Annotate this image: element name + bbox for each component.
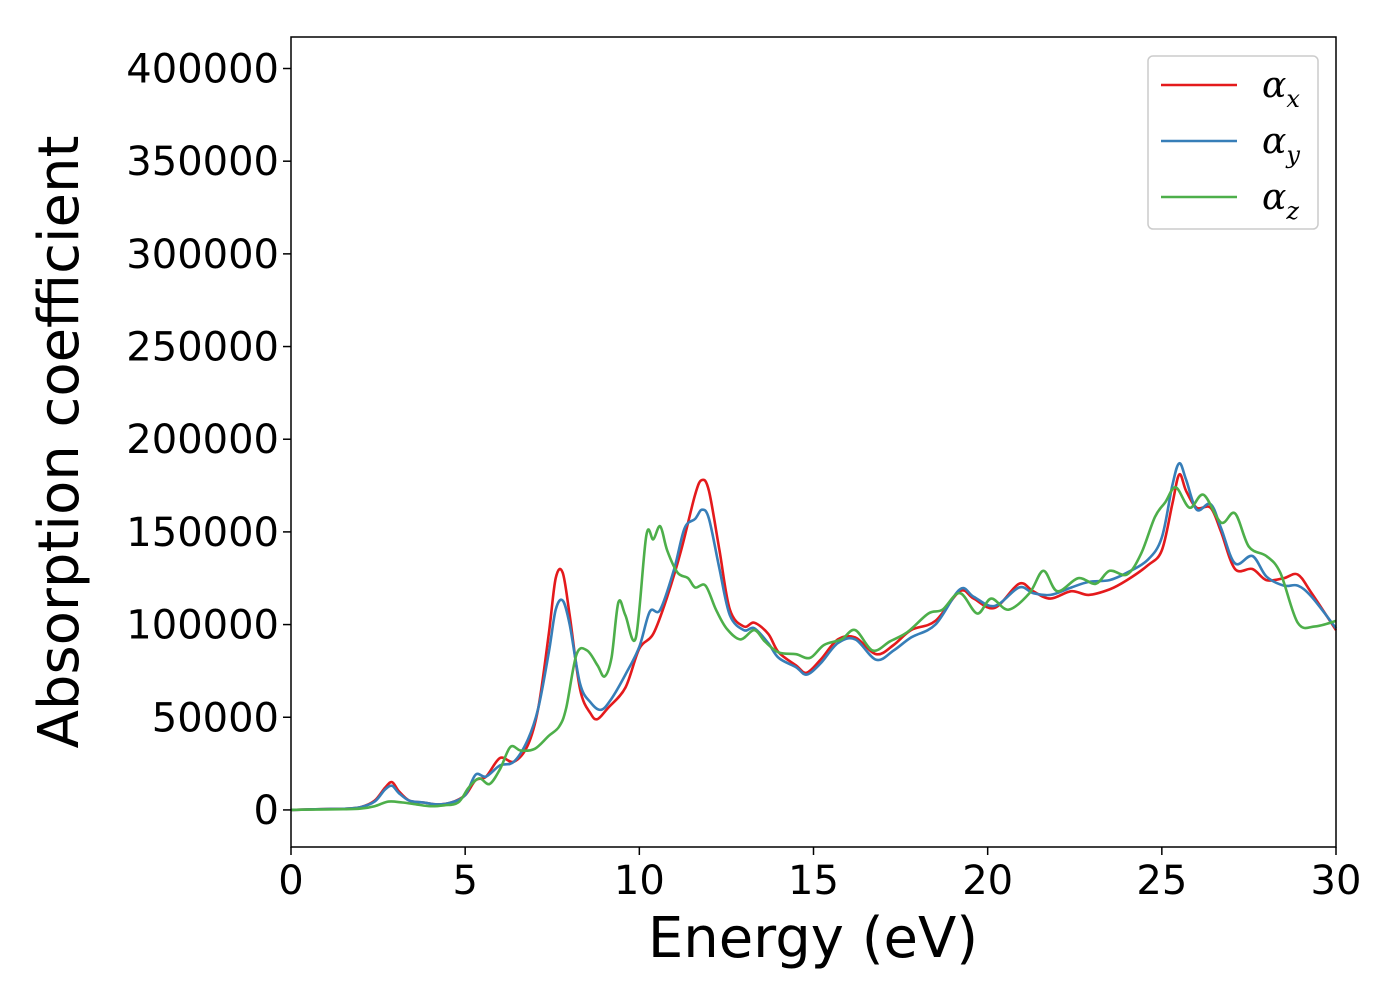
x-tick-label: 25 xyxy=(1136,858,1187,904)
y-tick-label: 50000 xyxy=(152,695,279,741)
y-axis-title: Absorption coefficient xyxy=(27,136,92,749)
y-tick-label: 200000 xyxy=(126,417,279,463)
legend-label-y: αy xyxy=(1262,121,1300,169)
series-line-z xyxy=(290,486,1337,812)
y-tick-label: 100000 xyxy=(126,603,279,649)
x-axis: 0 5 10 15 20 25 30 xyxy=(278,847,1361,904)
x-axis-title: Energy (eV) xyxy=(648,906,978,971)
legend-label-subscript: y xyxy=(1285,141,1300,169)
legend-label-subscript: x xyxy=(1286,85,1300,113)
x-tick-label: 30 xyxy=(1311,858,1362,904)
y-tick-label: 150000 xyxy=(126,510,279,556)
legend-label-subscript: z xyxy=(1285,197,1299,225)
x-tick-label: 10 xyxy=(614,858,665,904)
y-tick-label: 250000 xyxy=(126,325,279,371)
y-tick-label: 300000 xyxy=(126,232,279,278)
x-tick-label: 20 xyxy=(962,858,1013,904)
x-tick-label: 15 xyxy=(788,858,839,904)
y-tick-label: 400000 xyxy=(126,47,279,93)
y-tick-label: 0 xyxy=(254,788,279,834)
series-layer xyxy=(290,462,1338,812)
y-tick-label: 350000 xyxy=(126,139,279,185)
legend-box xyxy=(1147,55,1319,230)
x-tick-label: 0 xyxy=(278,858,303,904)
y-axis: 0 50000 100000 150000 200000 250000 300000 3500… xyxy=(126,47,291,834)
x-tick-label: 5 xyxy=(452,858,477,904)
